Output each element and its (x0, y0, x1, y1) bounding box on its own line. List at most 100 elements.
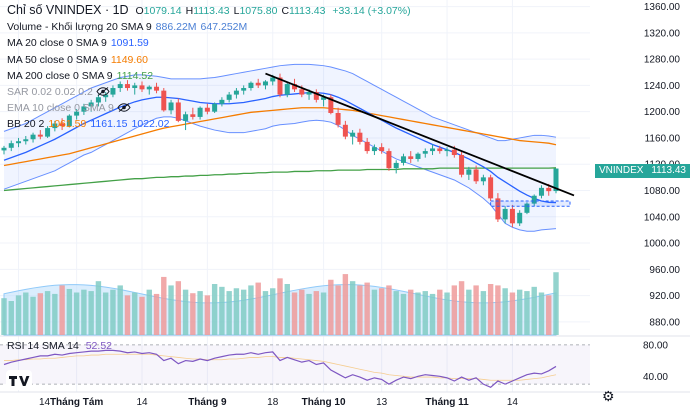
indicator-row[interactable]: MA 20 close 0 SMA 9 1091.59 (7, 35, 411, 51)
candle[interactable] (226, 91, 232, 103)
candle[interactable] (364, 137, 370, 154)
candle[interactable] (248, 81, 254, 91)
volume-bar (524, 291, 530, 335)
candle[interactable] (400, 153, 406, 166)
candle[interactable] (531, 194, 537, 207)
indicator-row[interactable]: Volume - Khối lượng 20 SMA 9 886.22M 647.2… (7, 19, 411, 35)
indicator-row[interactable]: MA 200 close 0 SMA 9 1114.52 (7, 68, 411, 84)
candle[interactable] (393, 160, 399, 174)
candle[interactable] (81, 103, 87, 115)
range-box[interactable] (490, 200, 571, 207)
trendline-line[interactable] (265, 72, 575, 197)
indicator-row[interactable]: EMA 10 close 0 SMA 9 (7, 100, 411, 116)
candle[interactable] (117, 81, 123, 92)
price-axis-label: 1160.00 (645, 133, 681, 144)
candle[interactable] (66, 114, 72, 128)
candle[interactable] (255, 78, 261, 89)
candle[interactable] (8, 140, 14, 152)
candle-body (364, 141, 370, 152)
bb-lower-line (3, 116, 557, 232)
candle[interactable] (350, 130, 356, 145)
volume-bar (52, 293, 58, 335)
candle[interactable] (124, 80, 130, 91)
candle-body (241, 88, 247, 91)
candle-body (161, 90, 167, 111)
price-axis-label: 1360.00 (644, 2, 681, 13)
candle[interactable] (1, 145, 7, 155)
candle-body (517, 212, 523, 224)
rsi-pane (0, 344, 590, 388)
gear-icon[interactable]: ⚙ (602, 388, 615, 404)
candle[interactable] (204, 103, 210, 115)
candle[interactable] (495, 193, 501, 223)
candle[interactable] (459, 151, 465, 178)
candle[interactable] (183, 111, 189, 131)
candle[interactable] (30, 132, 36, 143)
candle[interactable] (415, 152, 421, 162)
candle[interactable] (386, 148, 392, 171)
eye-icon[interactable] (96, 87, 110, 96)
candle[interactable] (488, 174, 494, 201)
volume-bar (516, 289, 523, 335)
rsi-title[interactable]: RSI 14 SMA 14 (7, 340, 79, 352)
candle[interactable] (466, 166, 472, 180)
candle[interactable] (313, 89, 319, 103)
candle[interactable] (517, 210, 523, 226)
tradingview-logo-icon[interactable] (6, 370, 32, 390)
candle[interactable] (328, 94, 334, 115)
candle[interactable] (154, 82, 160, 94)
candle[interactable] (23, 135, 29, 145)
candle[interactable] (45, 126, 51, 138)
candle[interactable] (342, 120, 348, 140)
trendline[interactable] (265, 72, 575, 207)
candle[interactable] (212, 102, 218, 113)
indicator-row[interactable]: SAR 0.02 0.02 0.2 (7, 84, 411, 100)
candle[interactable] (139, 81, 145, 92)
candle[interactable] (277, 73, 283, 98)
candle[interactable] (52, 120, 58, 132)
candle[interactable] (480, 174, 486, 186)
candle[interactable] (161, 88, 167, 112)
candle[interactable] (422, 148, 428, 158)
candle[interactable] (197, 106, 203, 120)
candle[interactable] (538, 185, 544, 199)
candle[interactable] (16, 137, 22, 148)
candle[interactable] (241, 85, 247, 95)
candle[interactable] (175, 98, 181, 123)
candle[interactable] (430, 144, 436, 156)
candle[interactable] (379, 143, 385, 154)
indicator-row[interactable]: MA 50 close 0 SMA 9 1149.60 (7, 52, 411, 68)
candle[interactable] (262, 80, 268, 90)
candles[interactable] (1, 73, 559, 228)
candle[interactable] (371, 144, 377, 156)
indicator-row[interactable]: BB 20 2 1061.59 1161.15 1022.02 (7, 116, 411, 132)
candle[interactable] (146, 85, 152, 95)
symbol-title[interactable]: Chỉ số VNINDEX · 1D (7, 3, 129, 17)
candle[interactable] (437, 145, 443, 154)
candle[interactable] (502, 206, 508, 224)
candle[interactable] (473, 165, 479, 184)
candle[interactable] (168, 99, 174, 115)
candle[interactable] (110, 85, 116, 98)
candle[interactable] (524, 202, 530, 215)
candle[interactable] (95, 94, 101, 107)
candle[interactable] (74, 109, 80, 120)
candle[interactable] (357, 128, 363, 145)
candle[interactable] (190, 107, 196, 120)
candle[interactable] (37, 130, 43, 140)
candle[interactable] (408, 151, 414, 163)
candle[interactable] (88, 99, 94, 112)
candle-body (74, 111, 80, 116)
candle[interactable] (509, 204, 515, 228)
candle[interactable] (132, 82, 138, 95)
rsi-axis-label: 40.00 (643, 372, 668, 383)
candle[interactable] (103, 91, 109, 102)
candle[interactable] (284, 82, 290, 98)
candle[interactable] (444, 147, 450, 157)
candle[interactable] (233, 88, 239, 99)
eye-icon[interactable] (117, 103, 131, 113)
candle[interactable] (219, 97, 225, 107)
candle[interactable] (335, 107, 341, 128)
candle[interactable] (59, 118, 65, 131)
